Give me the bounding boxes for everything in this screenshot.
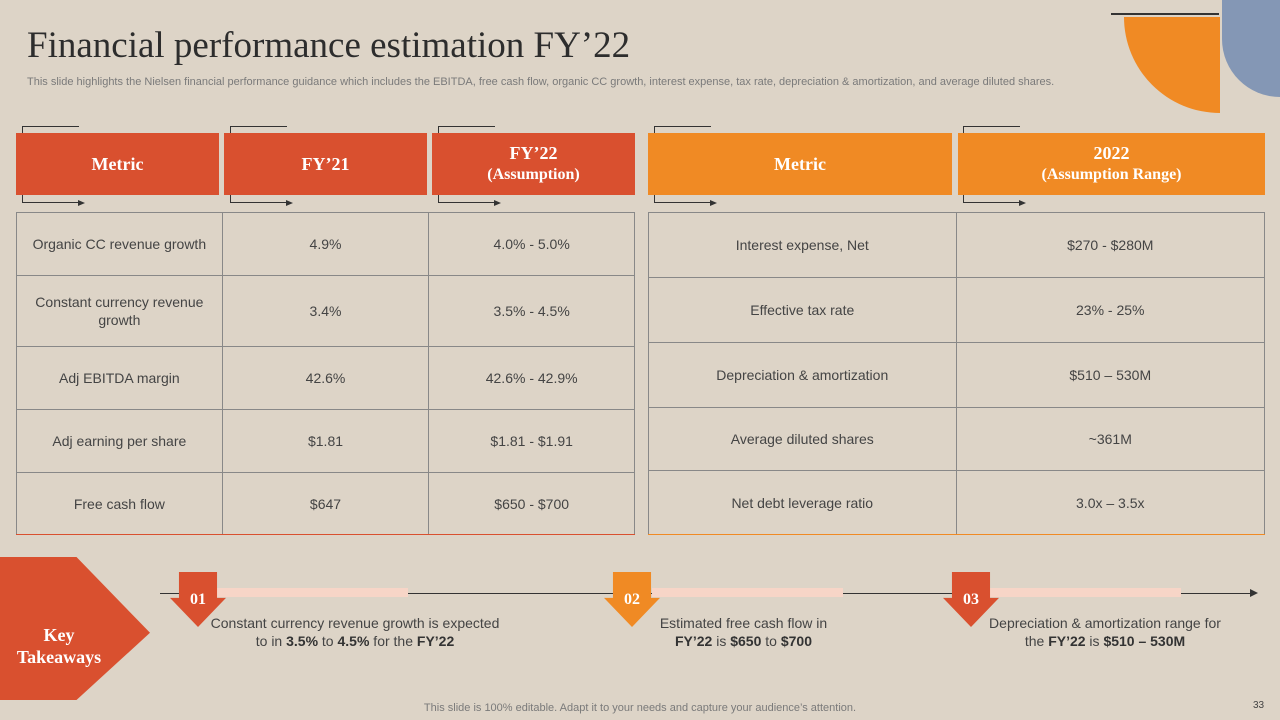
text-part: to xyxy=(761,633,781,649)
text-part: Depreciation & amortization range for th… xyxy=(989,615,1221,649)
value-cell: 23% - 25% xyxy=(955,277,1266,343)
text-part: Estimated free cash flow in xyxy=(659,615,828,631)
timeline-highlight-bar xyxy=(990,588,1181,597)
metric-cell: Constant currency revenue growth xyxy=(16,275,223,347)
value-cell: $510 – 530M xyxy=(955,342,1266,408)
metric-cell: Adj earning per share xyxy=(16,409,223,473)
takeaway-number: 01 xyxy=(190,591,206,608)
left-header-metric: Metric xyxy=(16,133,219,195)
fy21-cell: 3.4% xyxy=(221,275,430,347)
metric-cell: Free cash flow xyxy=(16,472,223,535)
page-subtitle: This slide highlights the Nielsen financ… xyxy=(27,76,1055,88)
text-part: for the xyxy=(369,633,417,649)
metric-cell: Organic CC revenue growth xyxy=(16,212,223,276)
text-part: is xyxy=(1085,633,1104,649)
table-row: Adj EBITDA margin 42.6% 42.6% - 42.9% xyxy=(16,346,635,410)
table-row: Organic CC revenue growth 4.9% 4.0% - 5.… xyxy=(16,212,635,276)
text-value: $700 xyxy=(780,633,813,649)
right-header-2022: 2022 (Assumption Range) xyxy=(958,133,1265,195)
takeaway-number: 03 xyxy=(963,591,979,608)
decorative-line xyxy=(1111,13,1219,15)
header-label: 2022 xyxy=(1093,143,1130,163)
text-value: FY’22 xyxy=(674,633,713,649)
header-label: Metric xyxy=(774,153,826,174)
metric-cell: Effective tax rate xyxy=(648,277,957,343)
value-cell: ~361M xyxy=(955,407,1266,471)
fy22-cell: $650 - $700 xyxy=(428,472,635,535)
fy21-cell: 42.6% xyxy=(221,346,430,410)
left-metrics-table: Organic CC revenue growth 4.9% 4.0% - 5.… xyxy=(16,212,635,535)
header-label: FY’22 xyxy=(509,143,558,163)
text-value: $510 – 530M xyxy=(1103,633,1186,649)
left-header-fy22: FY’22 (Assumption) xyxy=(432,133,635,195)
timeline-highlight-bar xyxy=(652,588,843,597)
takeaway-text: Estimated free cash flow in FY’22 is $65… xyxy=(641,614,846,650)
fy22-cell: 3.5% - 4.5% xyxy=(428,275,635,347)
text-part: to xyxy=(318,633,338,649)
header-label: FY’21 xyxy=(301,153,350,174)
text-value: FY’22 xyxy=(416,633,455,649)
fy22-cell: $1.81 - $1.91 xyxy=(428,409,635,473)
text-part: Constant currency revenue growth is expe… xyxy=(210,615,500,649)
right-header-metric: Metric xyxy=(648,133,952,195)
text-value: $650 xyxy=(730,633,762,649)
table-row: Adj earning per share $1.81 $1.81 - $1.9… xyxy=(16,409,635,473)
left-header-fy21: FY’21 xyxy=(224,133,427,195)
metric-cell: Average diluted shares xyxy=(648,407,957,471)
metric-cell: Interest expense, Net xyxy=(648,212,957,278)
value-cell: $270 - $280M xyxy=(955,212,1266,278)
text-value: 4.5% xyxy=(337,633,370,649)
timeline-arrow-head xyxy=(1250,589,1258,597)
fy22-cell: 4.0% - 5.0% xyxy=(428,212,635,276)
timeline-highlight-bar xyxy=(215,588,408,597)
footer-note: This slide is 100% editable. Adapt it to… xyxy=(423,702,857,714)
header-sublabel: (Assumption Range) xyxy=(1041,166,1182,183)
page-number: 33 xyxy=(1253,700,1265,711)
text-part: is xyxy=(712,633,731,649)
takeaway-text: Depreciation & amortization range for th… xyxy=(985,614,1225,650)
text-value: FY’22 xyxy=(1048,633,1086,649)
table-row: Effective tax rate 23% - 25% xyxy=(648,277,1266,343)
fy22-cell: 42.6% - 42.9% xyxy=(428,346,635,410)
header-label: Metric xyxy=(91,153,144,174)
table-row: Free cash flow $647 $650 - $700 xyxy=(16,472,635,535)
key-takeaways-label: Key Takeaways xyxy=(16,625,102,667)
takeaway-text: Constant currency revenue growth is expe… xyxy=(205,614,505,650)
table-row: Depreciation & amortization $510 – 530M xyxy=(648,342,1266,408)
decorative-orange-quarter-circle xyxy=(1124,17,1220,113)
metric-cell: Adj EBITDA margin xyxy=(16,346,223,410)
fy21-cell: 4.9% xyxy=(221,212,430,276)
right-metrics-table: Interest expense, Net $270 - $280M Effec… xyxy=(648,212,1266,535)
header-sublabel: (Assumption) xyxy=(487,166,580,183)
table-row: Average diluted shares ~361M xyxy=(648,407,1266,471)
text-value: 3.5% xyxy=(286,633,319,649)
value-cell: 3.0x – 3.5x xyxy=(955,470,1266,535)
metric-cell: Net debt leverage ratio xyxy=(648,470,957,535)
fy21-cell: $647 xyxy=(221,472,430,535)
page-title: Financial performance estimation FY’22 xyxy=(27,25,631,66)
table-row: Net debt leverage ratio 3.0x – 3.5x xyxy=(648,470,1266,535)
decorative-blue-quarter-circle xyxy=(1222,0,1280,97)
metric-cell: Depreciation & amortization xyxy=(648,342,957,408)
takeaway-number: 02 xyxy=(624,591,640,608)
table-row: Constant currency revenue growth 3.4% 3.… xyxy=(16,275,635,347)
fy21-cell: $1.81 xyxy=(221,409,430,473)
table-row: Interest expense, Net $270 - $280M xyxy=(648,212,1266,278)
